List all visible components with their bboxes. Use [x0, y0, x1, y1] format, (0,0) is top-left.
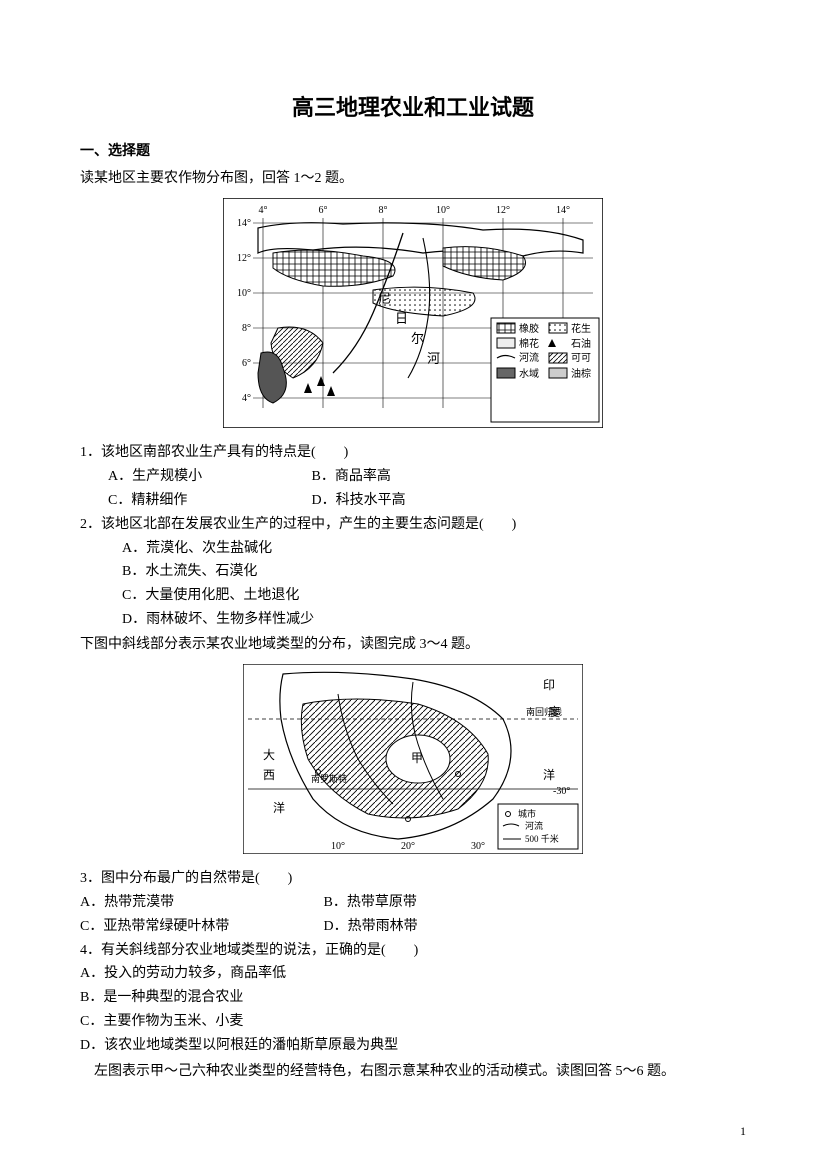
map2-label: 西: [263, 768, 275, 782]
lat-label: 12°: [237, 253, 251, 264]
q3-opt-d: D．热带雨林带: [324, 915, 524, 939]
question-3: 3．图中分布最广的自然带是( ): [80, 867, 746, 891]
q4-opt-c: C．主要作物为玉米、小麦: [80, 1010, 746, 1034]
svg-text:尼: 尼: [378, 291, 391, 306]
q2-opt-b: B．水土流失、石漠化: [80, 560, 746, 584]
question-4: 4．有关斜线部分农业地域类型的说法，正确的是( ): [80, 939, 746, 963]
stem-2: 下图中斜线部分表示某农业地域类型的分布，读图完成 3～4 题。: [80, 634, 746, 656]
figure-map-2: 印 度 大 西 洋 洋 甲 南罗斯特 南回归线 -30° 10° 20° 30°…: [80, 664, 746, 859]
lat-label: 4°: [242, 393, 251, 404]
q2-opt-a: A．荒漠化、次生盐碱化: [80, 537, 746, 561]
map2-lon: 20°: [401, 841, 415, 852]
map2-label: 印: [543, 678, 555, 692]
legend-label: 油棕: [571, 367, 591, 380]
lat-label: 14°: [237, 218, 251, 229]
lat-label: 8°: [242, 323, 251, 334]
question-2: 2．该地区北部在发展农业生产的过程中，产生的主要生态问题是( ): [80, 513, 746, 537]
figure-map-1: 4° 6° 8° 10° 12° 14° 14° 12° 10° 8° 6° 4…: [80, 198, 746, 433]
q3-opt-c: C．亚热带常绿硬叶林带: [80, 915, 320, 939]
legend-label: 橡胶: [519, 322, 539, 335]
svg-text:河: 河: [427, 351, 440, 366]
page-number: 1: [740, 1124, 746, 1139]
q4-opt-d: D．该农业地域类型以阿根廷的潘帕斯草原最为典型: [80, 1034, 746, 1058]
map2-lon: 10°: [331, 841, 345, 852]
lon-label: 8°: [379, 205, 388, 216]
svg-text:尔: 尔: [411, 331, 424, 346]
lon-label: 12°: [496, 205, 510, 216]
lon-label: 14°: [556, 205, 570, 216]
map2-tropic: 南回归线: [526, 706, 562, 717]
legend-label: 石油: [571, 337, 591, 350]
map2-label: 洋: [543, 767, 555, 782]
lat-label: 6°: [242, 358, 251, 369]
question-1: 1．该地区南部农业生产具有的特点是( ): [80, 441, 746, 465]
q2-opt-c: C．大量使用化肥、土地退化: [80, 584, 746, 608]
map2-region: 南罗斯特: [311, 773, 347, 784]
legend-label: 花生: [571, 322, 591, 335]
lat-label: 10°: [237, 288, 251, 299]
q1-opt-b: B．商品率高: [312, 465, 512, 489]
page-title: 高三地理农业和工业试题: [80, 90, 746, 122]
legend-label: 城市: [518, 808, 536, 819]
legend-label: 水域: [519, 367, 539, 380]
q1-opt-d: D．科技水平高: [312, 489, 512, 513]
lon-label: 10°: [436, 205, 450, 216]
legend-label: 河流: [525, 820, 543, 831]
map2-lon: 30°: [471, 841, 485, 852]
map2-lat30: -30°: [553, 786, 570, 797]
q4-opt-a: A．投入的劳动力较多，商品率低: [80, 962, 746, 986]
lon-label: 6°: [319, 205, 328, 216]
legend-label: 棉花: [519, 337, 539, 350]
section-heading: 一、选择题: [80, 140, 746, 160]
q4-opt-b: B．是一种典型的混合农业: [80, 986, 746, 1010]
lon-label: 4°: [259, 205, 268, 216]
stem-1: 读某地区主要农作物分布图，回答 1～2 题。: [80, 168, 746, 190]
q2-opt-d: D．雨林破坏、生物多样性减少: [80, 608, 746, 632]
legend-label: 河流: [519, 351, 539, 364]
q3-opt-b: B．热带草原带: [324, 891, 524, 915]
legend-label: 可可: [571, 353, 591, 364]
svg-text:日: 日: [395, 311, 408, 326]
q1-opt-c: C．精耕细作: [108, 489, 308, 513]
map2-label: 洋: [273, 800, 285, 815]
q1-opt-a: A．生产规模小: [108, 465, 308, 489]
q3-opt-a: A．热带荒漠带: [80, 891, 320, 915]
stem-3: 左图表示甲～己六种农业类型的经营特色，右图示意某种农业的活动模式。读图回答 5～…: [80, 1060, 746, 1084]
map2-label: 甲: [411, 751, 423, 765]
legend-label: 500 千米: [525, 833, 559, 844]
map2-label: 大: [263, 748, 275, 762]
